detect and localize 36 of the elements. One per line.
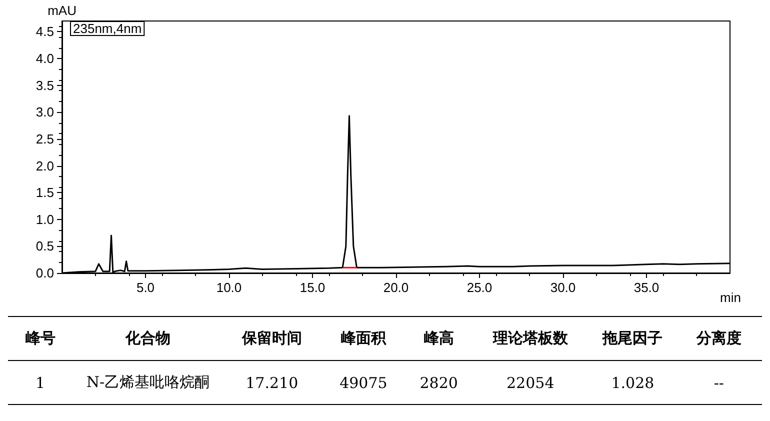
y-tick-label: 2.0: [36, 158, 54, 174]
text: 49075: [338, 372, 388, 394]
text: 1.028: [610, 372, 656, 394]
y-tick-label: 2.5: [36, 131, 54, 146]
text: 1: [34, 372, 46, 394]
text: --: [712, 372, 725, 394]
y-tick-label: 3.5: [36, 78, 54, 93]
text: 峰面积: [340, 328, 388, 349]
x-tick-label: 30.0: [550, 280, 576, 295]
x-tick-label: 25.0: [466, 280, 492, 295]
text: 保留时间: [240, 328, 303, 349]
x-axis-title: min: [720, 290, 741, 305]
text: 峰高: [422, 328, 455, 349]
text: 17.210: [244, 372, 300, 394]
text: 分离度: [695, 328, 742, 349]
x-tick-label: 5.0: [136, 280, 155, 295]
x-tick-label: 10.0: [216, 280, 242, 295]
y-tick-label: 4.0: [36, 51, 54, 66]
text: 化合物: [124, 328, 172, 349]
x-tick-label: 15.0: [300, 280, 326, 295]
y-tick-label: 0.0: [36, 266, 54, 280]
text: 22054: [506, 372, 556, 394]
text: 2820: [418, 372, 459, 394]
y-tick-label: 4.5: [36, 24, 54, 40]
annotation: 235nm,4nm: [73, 21, 142, 36]
text: 拖尾因子: [601, 328, 664, 349]
y-tick-label: 1.0: [36, 212, 54, 227]
x-tick-label: 20.0: [383, 280, 409, 295]
x-tick-label: 35.0: [634, 280, 660, 295]
y-axis-title: mAU: [48, 3, 76, 18]
y-tick-label: 3.0: [36, 104, 54, 120]
y-tick-label: 0.5: [36, 238, 54, 254]
text: 峰号: [24, 328, 56, 349]
text: 理论塔板数: [492, 328, 569, 349]
text: N-乙烯基吡咯烷酮: [85, 372, 211, 393]
y-tick-label: 1.5: [36, 185, 54, 200]
